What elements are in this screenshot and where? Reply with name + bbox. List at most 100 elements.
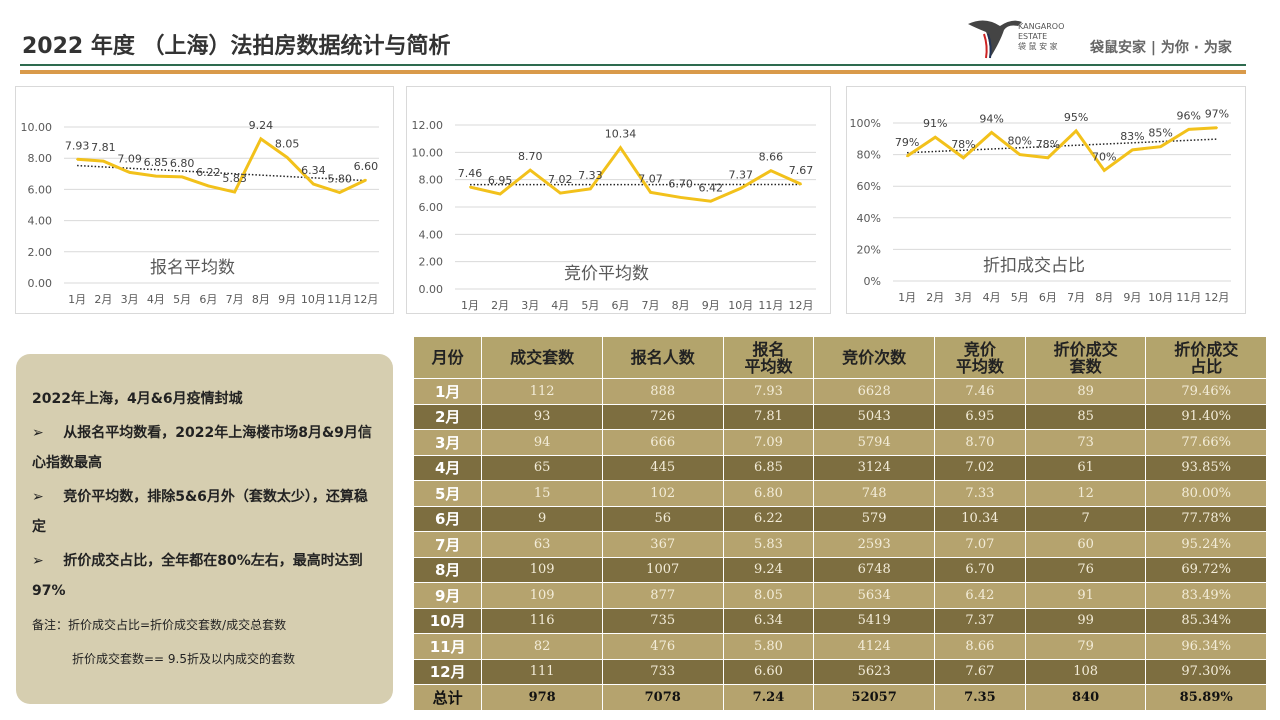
chart-title: 竞价平均数: [564, 264, 649, 284]
y-tick-label: 4.00: [419, 228, 444, 241]
x-tick-label: 10月: [728, 299, 753, 312]
y-tick-label: 2.00: [28, 246, 53, 259]
x-tick-label: 9月: [702, 299, 720, 312]
x-tick-label: 7月: [226, 293, 244, 306]
table-cell: 666: [601, 429, 724, 456]
table-cell: 3124: [813, 454, 935, 481]
x-tick-label: 2月: [94, 293, 112, 306]
data-point: [799, 183, 802, 186]
table-cell: 79: [1024, 633, 1147, 660]
y-tick-label: 0.00: [28, 277, 53, 290]
table-cell: 61: [1024, 454, 1147, 481]
table-cell: 7.81: [722, 403, 815, 430]
data-label: 80%: [1008, 135, 1032, 148]
table-cell: 89: [1024, 378, 1147, 405]
data-point: [128, 171, 131, 174]
table-row: 9月 109 877 8.05 5634 6.42 91 83.49%: [412, 582, 1267, 609]
data-label: 94%: [979, 112, 1003, 125]
data-point: [1187, 128, 1190, 131]
y-tick-label: 0.00: [419, 283, 444, 296]
data-point: [469, 186, 472, 189]
x-tick-label: 9月: [278, 293, 296, 306]
data-point: [529, 169, 532, 172]
data-label: 7.81: [91, 141, 116, 154]
table-cell: 8.05: [722, 582, 815, 609]
table-cell: 69.72%: [1145, 556, 1267, 583]
table-cell: 5.80: [722, 633, 815, 660]
data-label: 7.37: [729, 168, 754, 181]
data-label: 7.09: [117, 152, 142, 165]
table-cell: 6.34: [722, 607, 815, 634]
table-cell: 77.78%: [1145, 505, 1267, 532]
x-tick-label: 12月: [1204, 291, 1229, 304]
table-row: 1月 112 888 7.93 6628 7.46 89 79.46%: [412, 378, 1267, 405]
table-cell: 109: [481, 582, 603, 609]
page-title: 2022 年度 （上海）法拍房数据统计与简析: [22, 34, 451, 59]
table-cell: 15: [481, 480, 603, 507]
table-cell: 5419: [813, 607, 935, 634]
table-cell: 7.09: [722, 429, 815, 456]
data-label: 5.83: [222, 172, 247, 185]
data-label: 5.80: [327, 173, 352, 186]
table-cell: 7.37: [933, 607, 1026, 634]
data-label: 6.60: [354, 160, 379, 173]
data-label: 96%: [1177, 109, 1201, 122]
data-label: 6.85: [144, 156, 169, 169]
x-tick-label: 2月: [926, 291, 944, 304]
y-tick-label: 60%: [857, 180, 881, 193]
x-tick-label: 6月: [611, 299, 629, 312]
table-cell: 91.40%: [1145, 403, 1267, 430]
x-tick-label: 1月: [461, 299, 479, 312]
total-cell: 52057: [813, 684, 935, 711]
table-cell: 476: [601, 633, 724, 660]
table-cell: 12: [1024, 480, 1147, 507]
data-point: [739, 187, 742, 190]
table-cell: 748: [813, 480, 935, 507]
data-label: 6.42: [698, 181, 723, 194]
table-cell: 63: [481, 531, 603, 558]
chart-discount-ratio: 0% 20% 40% 60% 80% 100% 1月 2月 3月 4月 5月 6月 7月 8月 9月 10月 1…: [846, 86, 1246, 314]
y-tick-label: 12.00: [412, 119, 444, 132]
table-cell: 91: [1024, 582, 1147, 609]
data-label: 9.24: [249, 119, 274, 132]
x-tick-label: 6月: [1039, 291, 1057, 304]
data-label: 91%: [923, 117, 947, 130]
table-cell: 7.07: [933, 531, 1026, 558]
table-cell: 93: [481, 403, 603, 430]
column-header: 折价成交 占比: [1145, 336, 1267, 379]
y-tick-label: 8.00: [419, 174, 444, 187]
table-cell: 5794: [813, 429, 935, 456]
data-label: 78%: [1036, 138, 1060, 151]
table-cell: 877: [601, 582, 724, 609]
y-tick-label: 6.00: [28, 183, 53, 196]
table-row: 11月 82 476 5.80 4124 8.66 79 96.34%: [412, 633, 1267, 660]
table-cell: 5月: [412, 480, 483, 507]
table-cell: 733: [601, 658, 724, 685]
table-cell: 9.24: [722, 556, 815, 583]
x-tick-label: 10月: [301, 293, 326, 306]
x-tick-label: 7月: [642, 299, 660, 312]
data-label: 8.70: [518, 150, 543, 163]
data-point: [679, 196, 682, 199]
table-cell: 2月: [412, 403, 483, 430]
total-cell: 840: [1024, 684, 1147, 711]
table-cell: 11月: [412, 633, 483, 660]
slogan: 袋鼠安家 | 为你 · 为家: [1090, 40, 1232, 56]
table-cell: 4月: [412, 454, 483, 481]
table-cell: 109: [481, 556, 603, 583]
table-row: 4月 65 445 6.85 3124 7.02 61 93.85%: [412, 454, 1267, 481]
table-cell: 7.33: [933, 480, 1026, 507]
table-cell: 97.30%: [1145, 658, 1267, 685]
table-cell: 2593: [813, 531, 935, 558]
table-cell: 445: [601, 454, 724, 481]
chart-title: 报名平均数: [150, 258, 235, 278]
y-tick-label: 8.00: [28, 152, 53, 165]
x-tick-label: 12月: [353, 293, 378, 306]
data-point: [233, 191, 236, 194]
table-row: 6月 9 56 6.22 579 10.34 7 77.78%: [412, 505, 1267, 532]
table-cell: 6.22: [722, 505, 815, 532]
table-cell: 6.80: [722, 480, 815, 507]
table-cell: 735: [601, 607, 724, 634]
data-label: 85%: [1148, 127, 1172, 140]
data-label: 7.93: [65, 139, 90, 152]
